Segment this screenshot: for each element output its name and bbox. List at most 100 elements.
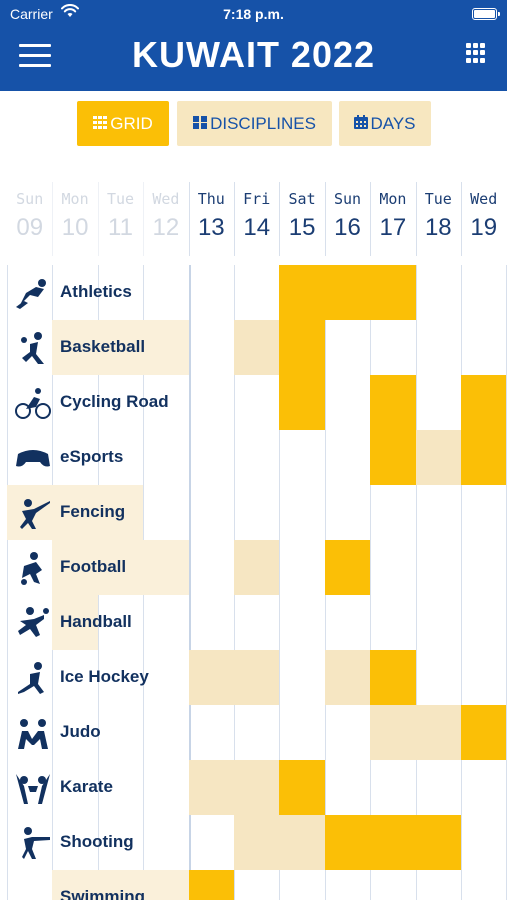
column-divider [370,265,371,900]
day-column-header[interactable]: Wed 12 [143,176,188,243]
grid-icon [93,114,108,134]
day-name: Wed [152,190,180,208]
calendar-icon [354,114,369,134]
schedule-cell[interactable] [279,815,325,870]
schedule-cell[interactable] [461,375,507,430]
discipline-row[interactable]: Shooting [0,815,507,870]
day-name: Sun [16,190,44,208]
schedule-cell[interactable] [234,760,280,815]
day-column-header[interactable]: Sun 16 [325,176,370,243]
discipline-row[interactable]: Swimming [0,870,507,900]
column-divider [416,265,417,900]
schedule-cell[interactable] [370,375,416,430]
schedule-cell[interactable] [461,705,507,760]
discipline-name: Shooting [60,832,134,851]
discipline-row[interactable]: Handball [0,595,507,650]
schedule-cell[interactable] [370,430,416,485]
schedule-cell[interactable] [415,430,461,485]
day-column-header[interactable]: Wed 19 [461,176,506,243]
schedule-cell[interactable] [324,540,371,595]
discipline-row[interactable]: Basketball [0,320,507,375]
tab-disciplines[interactable]: DISCIPLINES [177,101,332,146]
day-number: 09 [16,214,44,241]
day-column-header[interactable]: Mon 17 [370,176,415,243]
schedule-cell[interactable] [324,815,371,870]
day-name: Sun [333,190,362,208]
discipline-row[interactable]: eSports [0,430,507,485]
discipline-name: Karate [60,777,113,796]
schedule-cell[interactable] [370,705,416,760]
schedule-cell[interactable] [279,760,325,815]
discipline-name: Fencing [60,502,126,521]
row-highlight [52,540,189,595]
day-column-header[interactable]: Fri 14 [234,176,279,243]
discipline-row[interactable]: Fencing [0,485,507,540]
discipline-name: eSports [60,447,124,466]
discipline-name: Athletics [60,282,132,301]
schedule-cell[interactable] [188,870,234,900]
day-name: Wed [470,190,498,208]
column-divider [189,182,190,256]
day-column-header[interactable]: Tue 11 [98,176,143,243]
tab-days[interactable]: DAYS [339,101,431,146]
schedule-cell[interactable] [234,650,280,705]
schedule-cell[interactable] [279,265,325,320]
discipline-row[interactable]: Judo [0,705,507,760]
day-column-header[interactable]: Mon 10 [52,176,97,243]
column-divider [325,182,326,256]
discipline-name: Cycling Road [60,392,169,411]
discipline-row[interactable]: Football [0,540,507,595]
schedule-cell[interactable] [324,650,371,705]
schedule-cell[interactable] [370,815,416,870]
fencing-icon [20,499,50,529]
schedule-cell[interactable] [461,430,507,485]
day-name: Sat [288,190,316,208]
menu-button[interactable] [19,42,51,68]
day-column-header[interactable]: Tue 18 [416,176,461,243]
column-divider [98,182,99,256]
schedule-cell[interactable] [234,815,280,870]
tab-grid[interactable]: GRID [77,101,169,146]
app-header: Carrier 7:18 p.m. KUWAIT 2022 [0,0,507,91]
column-divider [7,265,8,900]
schedule-cell[interactable] [370,650,416,705]
discipline-row[interactable]: Ice Hockey [0,650,507,705]
schedule-cell[interactable] [234,320,280,375]
day-number: 17 [379,214,407,241]
discipline-row[interactable]: Athletics [0,265,507,320]
day-name: Mon [379,190,407,208]
schedule-cell[interactable] [279,320,325,375]
row-highlight [52,870,189,900]
handball-icon [18,607,49,637]
schedule-cell[interactable] [188,650,234,705]
day-column-header[interactable]: Sun 09 [7,176,52,243]
discipline-name: Judo [60,722,101,741]
schedule-cell[interactable] [234,540,280,595]
schedule-cell[interactable] [324,265,371,320]
judo-icon [18,719,48,749]
battery-icon [472,8,500,20]
day-number: 18 [424,214,452,241]
athletics-icon [16,279,46,309]
day-column-header[interactable]: Sat 15 [279,176,324,243]
discipline-row[interactable]: Karate [0,760,507,815]
schedule-cell[interactable] [415,815,461,870]
schedule-grid: Athletics Basketball Cycling Road eSports Fe… [0,265,507,900]
cycling-icon [15,388,51,419]
column-divider [461,265,462,900]
ice-hockey-icon [18,662,44,694]
day-number: 11 [108,214,133,241]
discipline-name: Football [60,557,127,576]
schedule-cell[interactable] [279,375,325,430]
column-divider [52,182,53,256]
column-divider [234,182,235,256]
apps-grid-button[interactable] [466,43,486,63]
app-title: KUWAIT 2022 [131,34,376,75]
discipline-name: Handball [60,612,132,631]
discipline-row[interactable]: Cycling Road [0,375,507,430]
day-column-header[interactable]: Thu 13 [189,176,234,243]
schedule-cell[interactable] [370,265,416,320]
column-divider [370,182,371,256]
schedule-cell[interactable] [415,705,461,760]
schedule-cell[interactable] [188,760,234,815]
